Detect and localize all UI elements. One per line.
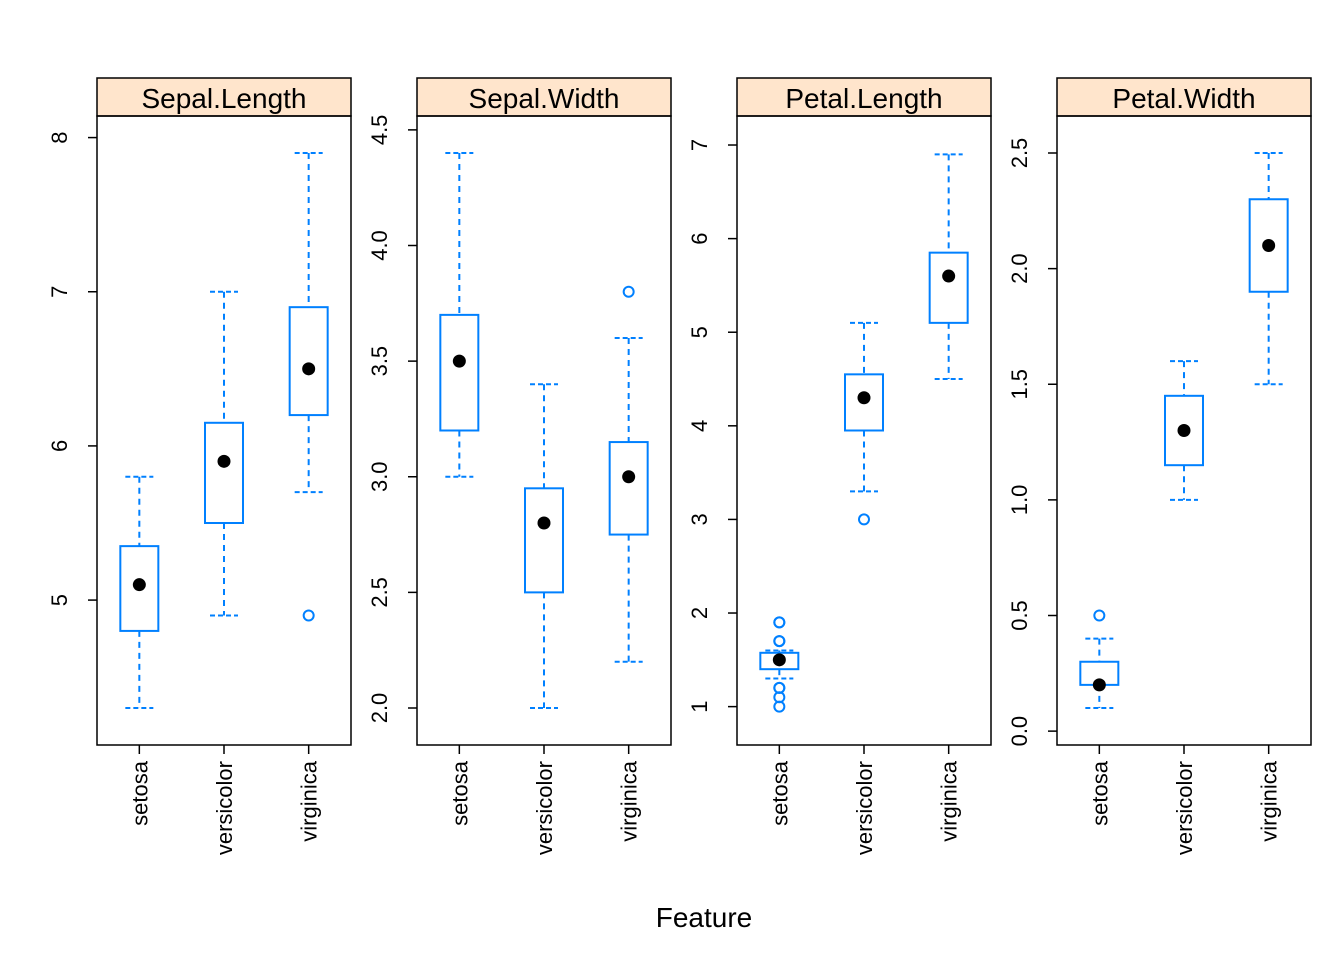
- panel-petal-length: Petal.Length 1 2 3 4 5 6 7 setosa versicolor virgi…: [687, 77, 992, 855]
- y-tick-label: 8: [47, 131, 72, 143]
- panel-title: Petal.Length: [785, 83, 942, 114]
- y-tick-label: 4.0: [367, 230, 392, 261]
- outlier-point: [1093, 609, 1106, 622]
- iqr-box: [928, 251, 969, 324]
- median-dot: [1092, 678, 1106, 692]
- outlier-point: [773, 616, 786, 629]
- iqr-box: [1248, 198, 1289, 293]
- x-tick-label-versicolor: versicolor: [532, 761, 557, 855]
- x-tick-label-versicolor: versicolor: [212, 761, 237, 855]
- x-tick-label-setosa: setosa: [767, 760, 792, 826]
- iqr-box: [524, 487, 564, 594]
- y-tick-label: 3: [687, 513, 712, 525]
- y-tick-label: 4.5: [367, 115, 392, 146]
- outlier-point: [622, 285, 635, 298]
- x-tick-label-virginica: virginica: [297, 760, 322, 841]
- y-tick-label: 3.0: [367, 461, 392, 492]
- y-tick-label: 6: [47, 440, 72, 452]
- x-tick-label-versicolor: versicolor: [1172, 761, 1197, 855]
- y-tick-label: 2.0: [367, 693, 392, 724]
- box-setosa: [1079, 609, 1120, 709]
- median-dot: [452, 354, 466, 368]
- median-dot: [942, 269, 956, 283]
- y-tick-label: 1.5: [1007, 369, 1032, 400]
- median-dot: [217, 454, 231, 468]
- panel-title: Sepal.Width: [469, 83, 620, 114]
- y-tick-label: 0.0: [1007, 716, 1032, 747]
- box-virginica: [288, 152, 329, 622]
- box-setosa: [119, 475, 160, 709]
- y-tick-label: 4: [687, 420, 712, 432]
- y-tick-label: 3.5: [367, 346, 392, 377]
- panel-title: Petal.Width: [1112, 83, 1255, 114]
- outlier-point: [858, 513, 870, 526]
- strip-background: [736, 77, 992, 117]
- iqr-box: [844, 373, 884, 432]
- y-tick-label: 2.0: [1007, 253, 1032, 284]
- strip-background: [96, 77, 352, 117]
- box-versicolor: [204, 290, 244, 617]
- panel-frame: [96, 115, 352, 746]
- iqr-box: [1164, 394, 1204, 467]
- y-tick-label: 2: [687, 607, 712, 619]
- box-versicolor: [844, 321, 884, 526]
- x-tick-label-virginica: virginica: [937, 760, 962, 841]
- box-virginica: [1248, 152, 1289, 386]
- iqr-box: [288, 306, 329, 417]
- strip-background: [1056, 77, 1312, 117]
- box-versicolor: [1164, 360, 1204, 501]
- box-setosa: [439, 152, 480, 478]
- panels-group: Sepal.Length 5 6 7 8 setosa versicolor virginic…: [47, 77, 1312, 855]
- y-tick-label: 5: [47, 594, 72, 606]
- outlier-point: [773, 681, 786, 694]
- outlier-point: [302, 609, 315, 622]
- x-tick-label-versicolor: versicolor: [852, 761, 877, 855]
- y-tick-label: 7: [687, 139, 712, 151]
- y-tick-label: 1.0: [1007, 485, 1032, 516]
- median-dot: [857, 391, 871, 405]
- x-tick-label-setosa: setosa: [127, 760, 152, 826]
- y-tick-label: 2.5: [1007, 138, 1032, 169]
- median-dot: [1262, 239, 1276, 252]
- iqr-box: [608, 441, 649, 536]
- median-dot: [302, 362, 316, 376]
- y-tick-label: 5: [687, 326, 712, 338]
- median-dot: [1177, 424, 1191, 437]
- median-dot: [132, 578, 146, 592]
- iqr-box: [439, 313, 480, 432]
- y-tick-label: 6: [687, 232, 712, 244]
- iqr-box: [119, 545, 160, 632]
- y-tick-label: 2.5: [367, 577, 392, 608]
- outlier-point: [773, 635, 786, 648]
- box-versicolor: [524, 383, 564, 709]
- x-tick-label-virginica: virginica: [617, 760, 642, 841]
- y-tick-label: 1: [687, 700, 712, 712]
- iqr-box: [204, 421, 244, 524]
- x-tick-label-setosa: setosa: [1087, 760, 1112, 826]
- y-tick-label: 7: [47, 286, 72, 298]
- median-dot: [537, 516, 551, 530]
- box-virginica: [608, 285, 649, 663]
- panel-title: Sepal.Length: [141, 83, 306, 114]
- box-virginica: [928, 153, 969, 381]
- x-axis-label: Feature: [656, 902, 753, 933]
- panel-sepal-width: Sepal.Width 2.0 2.5 3.0 3.5 4.0 4.5 setosa versi…: [367, 77, 672, 855]
- median-dot: [622, 470, 636, 484]
- panel-sepal-length: Sepal.Length 5 6 7 8 setosa versicolor virginic…: [47, 77, 352, 855]
- panel-petal-width: Petal.Width 0.0 0.5 1.0 1.5 2.0 2.5 setosa versi…: [1007, 77, 1312, 855]
- median-dot: [772, 653, 786, 667]
- y-tick-label: 0.5: [1007, 600, 1032, 631]
- x-tick-label-virginica: virginica: [1257, 760, 1282, 841]
- box-setosa: [759, 616, 800, 713]
- iqr-box: [759, 651, 800, 671]
- x-tick-label-setosa: setosa: [447, 760, 472, 826]
